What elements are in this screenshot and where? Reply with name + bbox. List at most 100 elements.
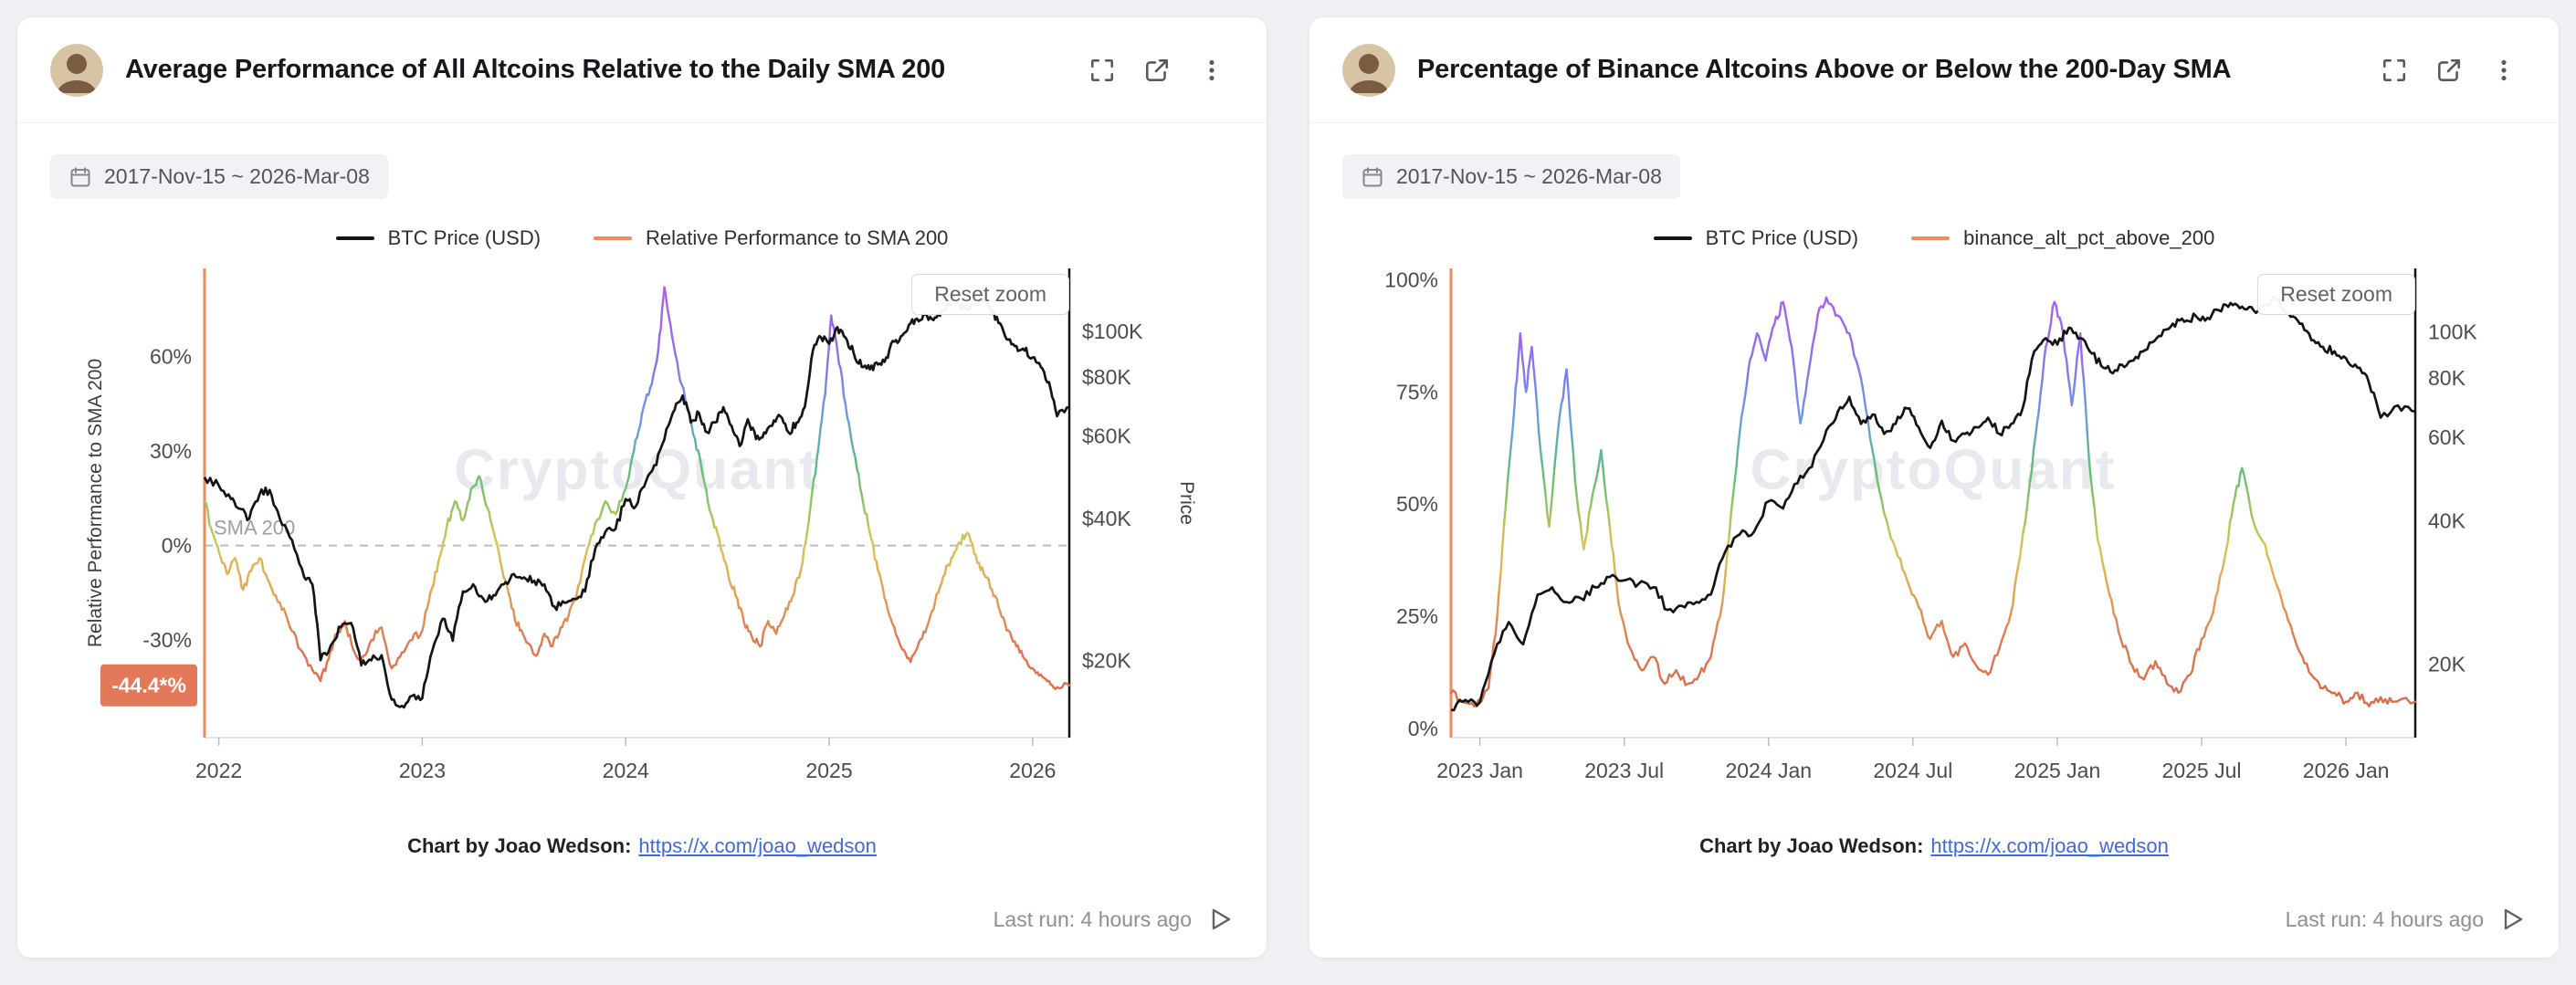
legend: BTC Price (USD) binance_alt_pct_above_20… (1309, 226, 2559, 250)
avatar-image (50, 43, 103, 97)
play-icon (2504, 908, 2523, 930)
header-actions (2372, 48, 2526, 92)
svg-text:0%: 0% (162, 534, 192, 558)
legend-label: BTC Price (USD) (1705, 226, 1859, 249)
legend-label: Relative Performance to SMA 200 (646, 226, 949, 249)
svg-text:$80K: $80K (1082, 365, 1131, 389)
svg-text:2024 Jul: 2024 Jul (1873, 759, 1952, 782)
svg-text:2025: 2025 (805, 759, 852, 782)
more-options-button[interactable] (1190, 48, 1234, 92)
kebab-menu-icon (2501, 59, 2507, 80)
svg-text:-44.4*%: -44.4*% (111, 674, 186, 697)
reset-zoom-button[interactable]: Reset zoom (911, 274, 1069, 315)
svg-text:2023 Jul: 2023 Jul (1584, 759, 1664, 782)
open-external-button[interactable] (2427, 48, 2471, 92)
svg-text:$40K: $40K (1082, 507, 1131, 530)
fullscreen-icon (1091, 58, 1113, 81)
chart-credit: Chart by Joao Wedson: https://x.com/joao_… (17, 834, 1267, 858)
credit-label: Chart by Joao Wedson: (407, 834, 632, 857)
credit-label: Chart by Joao Wedson: (1699, 834, 1924, 857)
legend-item-btc-price[interactable]: BTC Price (USD) (1653, 226, 1859, 250)
run-button[interactable] (2497, 905, 2526, 934)
svg-text:CryptoQuant: CryptoQuant (454, 439, 820, 502)
date-range-text: 2017-Nov-15 ~ 2026-Mar-08 (104, 164, 370, 188)
svg-text:60K: 60K (2428, 425, 2466, 449)
svg-text:Price: Price (1176, 481, 1197, 525)
svg-text:100%: 100% (1384, 267, 1438, 291)
chart-area: CryptoQuant SMA 200 2022 2023 2024 2025 2026 60… (17, 256, 1267, 822)
svg-text:25%: 25% (1396, 604, 1438, 628)
chart-canvas[interactable]: CryptoQuant 2023 Jan 2023 Jul 2024 Jan 2024 … (1309, 256, 2559, 822)
svg-text:2025 Jan: 2025 Jan (2014, 759, 2101, 782)
svg-text:50%: 50% (1396, 492, 1438, 516)
svg-text:2024 Jan: 2024 Jan (1725, 759, 1812, 782)
calendar-icon (70, 167, 90, 186)
run-button[interactable] (1204, 905, 1234, 934)
svg-text:2023 Jan: 2023 Jan (1436, 759, 1523, 782)
legend-item-metric[interactable]: Relative Performance to SMA 200 (594, 226, 948, 250)
chart-canvas[interactable]: CryptoQuant SMA 200 2022 2023 2024 2025 2026 60… (17, 256, 1267, 822)
fullscreen-icon (2383, 58, 2405, 81)
svg-text:2024: 2024 (603, 759, 649, 782)
svg-text:SMA 200: SMA 200 (214, 517, 295, 540)
avatar-image (1342, 43, 1395, 97)
svg-text:2023: 2023 (399, 759, 446, 782)
more-options-button[interactable] (2482, 48, 2526, 92)
svg-text:$100K: $100K (1082, 320, 1143, 343)
last-run: Last run: 4 hours ago (1309, 905, 2559, 958)
svg-text:40K: 40K (2428, 509, 2466, 533)
external-link-icon (1146, 58, 1168, 81)
legend: BTC Price (USD) Relative Performance to … (17, 226, 1267, 250)
reset-zoom-button[interactable]: Reset zoom (2257, 274, 2415, 315)
card-header: Average Performance of All Altcoins Rela… (17, 17, 1267, 123)
last-run-text: Last run: 4 hours ago (2285, 906, 2484, 931)
svg-text:2026 Jan: 2026 Jan (2303, 759, 2390, 782)
fullscreen-button[interactable] (1080, 48, 1124, 92)
chart-area: CryptoQuant 2023 Jan 2023 Jul 2024 Jan 2024 … (1309, 256, 2559, 822)
last-run: Last run: 4 hours ago (17, 905, 1267, 958)
legend-label: BTC Price (USD) (387, 226, 541, 249)
open-external-button[interactable] (1135, 48, 1179, 92)
svg-text:60%: 60% (150, 345, 192, 369)
svg-text:2022: 2022 (195, 759, 242, 782)
avatar[interactable] (50, 43, 103, 97)
legend-swatch-metric (594, 236, 633, 240)
header-actions (1080, 48, 1234, 92)
date-range-chip[interactable]: 2017-Nov-15 ~ 2026-Mar-08 (1342, 154, 1680, 199)
credit-link[interactable]: https://x.com/joao_wedson (638, 834, 877, 857)
card-header: Percentage of Binance Altcoins Above or … (1309, 17, 2559, 123)
chart-card: Percentage of Binance Altcoins Above or … (1309, 16, 2560, 959)
svg-text:-30%: -30% (142, 628, 192, 652)
last-run-text: Last run: 4 hours ago (993, 906, 1192, 931)
chart-credit: Chart by Joao Wedson: https://x.com/joao_… (1309, 834, 2559, 858)
kebab-menu-icon (1209, 59, 1214, 80)
external-link-icon (2438, 58, 2460, 81)
svg-text:Relative Performance to SMA 20: Relative Performance to SMA 200 (85, 359, 106, 647)
legend-item-metric[interactable]: binance_alt_pct_above_200 (1911, 226, 2214, 250)
svg-text:$60K: $60K (1082, 424, 1131, 447)
svg-text:0%: 0% (1408, 717, 1438, 740)
fullscreen-button[interactable] (2372, 48, 2416, 92)
svg-text:2026: 2026 (1009, 759, 1056, 782)
calendar-icon (1362, 167, 1383, 186)
date-range-chip[interactable]: 2017-Nov-15 ~ 2026-Mar-08 (50, 154, 388, 199)
date-range-text: 2017-Nov-15 ~ 2026-Mar-08 (1396, 164, 1662, 188)
credit-link[interactable]: https://x.com/joao_wedson (1930, 834, 2169, 857)
legend-swatch-btc (1653, 236, 1692, 240)
chart-card: Average Performance of All Altcoins Rela… (16, 16, 1267, 959)
chart-title: Average Performance of All Altcoins Rela… (125, 55, 946, 84)
play-icon (1212, 908, 1231, 930)
svg-text:30%: 30% (150, 439, 192, 463)
svg-text:2025 Jul: 2025 Jul (2162, 759, 2242, 782)
svg-text:80K: 80K (2428, 366, 2466, 390)
legend-swatch-btc (335, 236, 374, 240)
svg-text:75%: 75% (1396, 380, 1438, 403)
legend-item-btc-price[interactable]: BTC Price (USD) (335, 226, 541, 250)
legend-label: binance_alt_pct_above_200 (1963, 226, 2215, 249)
avatar[interactable] (1342, 43, 1395, 97)
svg-text:20K: 20K (2428, 652, 2466, 676)
svg-text:100K: 100K (2428, 320, 2477, 344)
svg-text:$20K: $20K (1082, 648, 1131, 672)
legend-swatch-metric (1911, 236, 1950, 240)
svg-text:CryptoQuant: CryptoQuant (1751, 439, 2117, 502)
